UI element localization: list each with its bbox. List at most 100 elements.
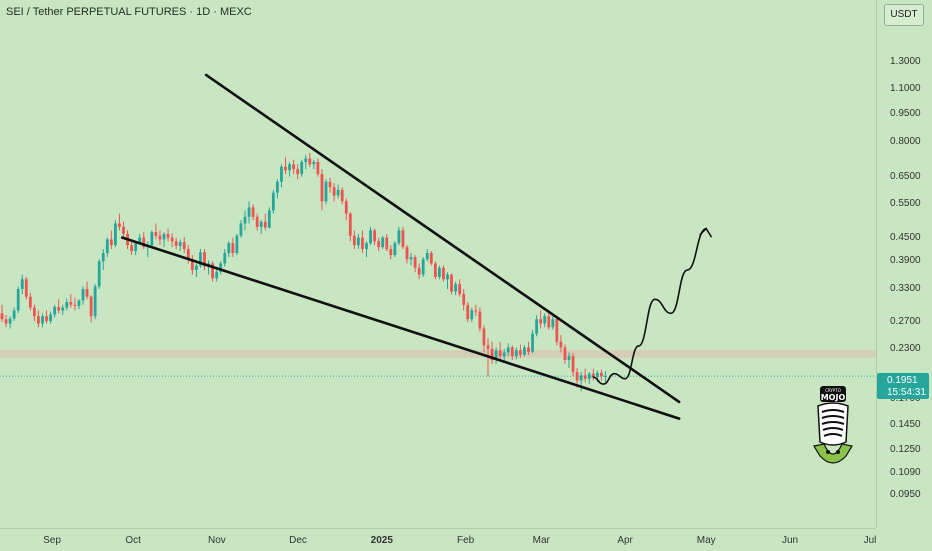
candle-body [425, 253, 429, 260]
price-tick-label: 1.1000 [890, 83, 921, 95]
candle-body [166, 233, 170, 238]
candle-body [267, 210, 271, 228]
candle-body [231, 243, 235, 254]
current-price-value: 0.1951 [887, 375, 918, 386]
candle-body [259, 221, 263, 227]
price-tick-label: 0.1450 [890, 419, 921, 431]
candle-body [559, 341, 563, 348]
candle-body [0, 313, 4, 320]
price-tick-label: 0.3300 [890, 282, 921, 294]
candle-body [304, 158, 308, 162]
price-axis[interactable] [876, 0, 932, 528]
candle-body [45, 316, 48, 322]
candle-body [523, 347, 526, 355]
candle-body [506, 347, 510, 353]
candle-body [174, 241, 178, 246]
candle-body [575, 372, 579, 381]
candle-body [454, 284, 457, 292]
candle-body [20, 279, 24, 289]
candle-body [211, 263, 214, 279]
candle-body [563, 347, 567, 361]
candle-body [8, 318, 12, 324]
price-tick-label: 0.5500 [890, 198, 921, 210]
candle-body [320, 174, 324, 202]
candle-body [409, 257, 413, 260]
candle-body [223, 253, 227, 264]
candle-body [251, 207, 255, 217]
candle-body [73, 304, 77, 306]
candle-body [69, 302, 73, 305]
candle-body [138, 237, 142, 244]
candle-body [93, 286, 97, 317]
time-tick-label: Dec [289, 535, 307, 546]
candle-body [369, 230, 372, 244]
price-tick-label: 1.3000 [890, 55, 921, 67]
logo-text: MOJO [821, 393, 846, 402]
time-axis[interactable] [0, 528, 876, 551]
candle-body [332, 187, 336, 196]
candle-body [158, 235, 162, 240]
candle-body [178, 242, 182, 246]
candle-body [583, 375, 587, 379]
candle-body [385, 237, 389, 250]
crypto-mojo-logo: CRYPTO MOJO [813, 386, 853, 464]
wedge-trendline-lower [120, 236, 681, 420]
candle-body [308, 158, 312, 165]
candle-body [130, 245, 133, 252]
candle-body [397, 230, 401, 244]
price-chart[interactable] [0, 0, 876, 528]
candle-body [324, 181, 328, 202]
candle-body [527, 347, 530, 352]
candle-body [12, 310, 16, 319]
candle-body [49, 314, 52, 322]
candle-body [433, 263, 437, 277]
candle-body [134, 243, 138, 252]
candle-body [377, 241, 381, 248]
candle-body [28, 296, 32, 308]
candle-body [357, 237, 360, 246]
candle-body [296, 169, 300, 175]
candle-body [450, 274, 453, 292]
time-tick-label: Jul [863, 535, 877, 546]
candle-body [604, 376, 607, 378]
candle-body [89, 296, 93, 317]
candle-body [300, 161, 304, 175]
time-tick-label: Jun [781, 535, 799, 546]
candle-body [421, 259, 425, 275]
candle-body [595, 372, 599, 378]
candle-body [41, 316, 44, 324]
candle-body [486, 345, 490, 349]
candle-body [336, 189, 340, 196]
candle-body [389, 249, 393, 256]
logo-face [813, 443, 853, 464]
current-price-tag: 0.1951 15:54:31 [877, 373, 929, 399]
candle-countdown: 15:54:31 [887, 387, 926, 398]
price-tick-label: 0.9500 [890, 107, 921, 119]
candle-body [328, 181, 332, 188]
time-tick-label: Feb [456, 535, 475, 546]
candle-body [567, 356, 571, 361]
candle-body [37, 316, 40, 324]
logo-eye-right [836, 450, 840, 454]
candle-body [271, 192, 275, 211]
candle-body [462, 294, 466, 305]
price-tick-label: 0.0950 [890, 489, 921, 501]
candle-body [109, 239, 113, 246]
candle-body [381, 237, 385, 248]
price-tick-label: 0.2700 [890, 316, 921, 328]
candle-body [203, 252, 206, 267]
candle-body [446, 274, 449, 280]
currency-unit-button[interactable]: USDT [884, 4, 924, 26]
candle-body [438, 267, 441, 277]
candle-body [142, 237, 146, 248]
candle-body [186, 249, 190, 260]
candle-body [284, 166, 287, 171]
candle-body [519, 350, 522, 355]
candle-body [199, 252, 202, 266]
candle-body [243, 216, 247, 224]
candle-body [239, 223, 243, 236]
candle-body [348, 213, 352, 236]
candle-body [235, 235, 239, 254]
candle-body [81, 288, 85, 301]
